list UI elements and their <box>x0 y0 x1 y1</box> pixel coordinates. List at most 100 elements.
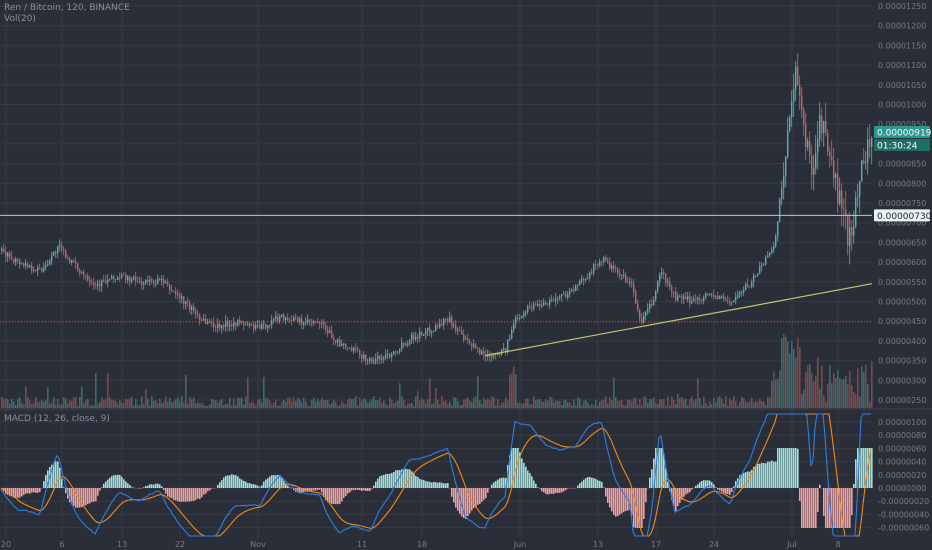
volume-bar <box>249 403 251 408</box>
candle-body <box>819 115 821 140</box>
volume-bar <box>311 399 313 408</box>
candle-body <box>653 299 655 306</box>
candle-body <box>425 330 427 335</box>
candle-body <box>835 174 837 178</box>
volume-bar <box>355 396 357 408</box>
volume-bar <box>209 404 211 408</box>
volume-bar <box>547 400 549 408</box>
volume-bar <box>327 400 329 408</box>
candle-body <box>69 258 71 263</box>
volume-bar <box>39 401 41 408</box>
macd-histogram-bar <box>759 463 761 488</box>
candle-body <box>685 296 687 300</box>
macd-histogram-bar <box>735 481 737 488</box>
volume-bar <box>745 401 747 408</box>
macd-histogram-bar <box>517 448 519 488</box>
macd-histogram-bar <box>751 469 753 488</box>
volume-bar <box>119 400 121 408</box>
macd-histogram-bar <box>483 488 485 500</box>
macd-histogram-bar <box>337 488 339 505</box>
candle-body <box>389 354 391 358</box>
volume-bar <box>519 402 521 408</box>
macd-histogram-bar <box>797 448 799 488</box>
volume-bar <box>343 403 345 408</box>
candle-body <box>5 252 7 257</box>
volume-bar <box>539 399 541 408</box>
candle-body <box>173 291 175 293</box>
volume-bar <box>739 402 741 408</box>
volume-bar <box>167 401 169 408</box>
macd-histogram-bar <box>15 488 17 498</box>
macd-histogram-bar <box>291 488 293 489</box>
volume-bar <box>763 401 765 408</box>
volume-bar <box>671 396 673 408</box>
macd-histogram-bar <box>177 488 179 502</box>
macd-histogram-bar <box>179 488 181 502</box>
chart-title: Ren / Bitcoin, 120, BINANCE <box>4 3 130 13</box>
volume-bar <box>151 396 153 408</box>
candle-body <box>761 265 763 267</box>
macd-histogram-bar <box>307 488 309 492</box>
macd-histogram-bar <box>417 476 419 488</box>
candle-body <box>85 274 87 277</box>
macd-histogram-bar <box>481 488 483 502</box>
candle-body <box>289 319 291 321</box>
macd-histogram-bar <box>859 448 861 488</box>
macd-histogram-bar <box>813 488 815 528</box>
candle-body <box>593 264 595 273</box>
volume-bar <box>95 373 97 408</box>
volume-bar <box>509 374 511 408</box>
y-axis-tick-label: 0.00001200 <box>878 22 926 31</box>
y-axis-tick-label: 0.00000600 <box>878 258 926 267</box>
candle-body <box>651 304 653 306</box>
macd-histogram-bar <box>45 475 47 488</box>
macd-histogram-bar <box>613 488 615 515</box>
macd-histogram-bar <box>75 488 77 508</box>
volume-bar <box>447 403 449 408</box>
volume-bar <box>195 403 197 408</box>
volume-bar <box>633 398 635 408</box>
macd-histogram-bar <box>641 488 643 528</box>
volume-bar <box>685 398 687 408</box>
candle-body <box>717 296 719 299</box>
candle-body <box>15 258 17 263</box>
volume-bar <box>117 404 119 408</box>
volume-bar <box>27 397 29 408</box>
volume-bar <box>751 397 753 408</box>
macd-histogram-bar <box>463 488 465 519</box>
macd-histogram-bar <box>415 475 417 488</box>
candle-body <box>377 355 379 360</box>
macd-histogram-bar <box>93 488 95 502</box>
candle-body <box>273 319 275 321</box>
candle-body <box>243 321 245 325</box>
macd-histogram-bar <box>825 488 827 528</box>
volume-bar <box>619 400 621 408</box>
macd-histogram-bar <box>127 483 129 488</box>
macd-histogram-bar <box>225 475 227 488</box>
macd-histogram-bar <box>419 478 421 488</box>
macd-histogram-bar <box>97 488 99 496</box>
x-axis-tick-label: 18 <box>417 540 427 549</box>
macd-histogram-bar <box>533 480 535 488</box>
macd-histogram-bar <box>701 481 703 488</box>
candle-body <box>109 279 111 280</box>
volume-bar <box>387 405 389 408</box>
volume-bar <box>707 405 709 408</box>
candle-body <box>201 320 203 321</box>
volume-bar <box>839 378 841 408</box>
volume-bar <box>193 397 195 408</box>
volume-bar <box>451 405 453 408</box>
macd-histogram-bar <box>699 482 701 488</box>
macd-histogram-bar <box>159 484 161 488</box>
volume-bar <box>5 398 7 408</box>
macd-histogram-bar <box>155 483 157 488</box>
candle-body <box>509 338 511 340</box>
candle-body <box>585 278 587 280</box>
macd-histogram-bar <box>423 480 425 488</box>
candle-body <box>361 354 363 359</box>
macd-y-tick-label: 0.00000020 <box>878 471 926 480</box>
candle-body <box>65 250 67 258</box>
volume-bar <box>287 398 289 408</box>
candle-body <box>203 318 205 321</box>
